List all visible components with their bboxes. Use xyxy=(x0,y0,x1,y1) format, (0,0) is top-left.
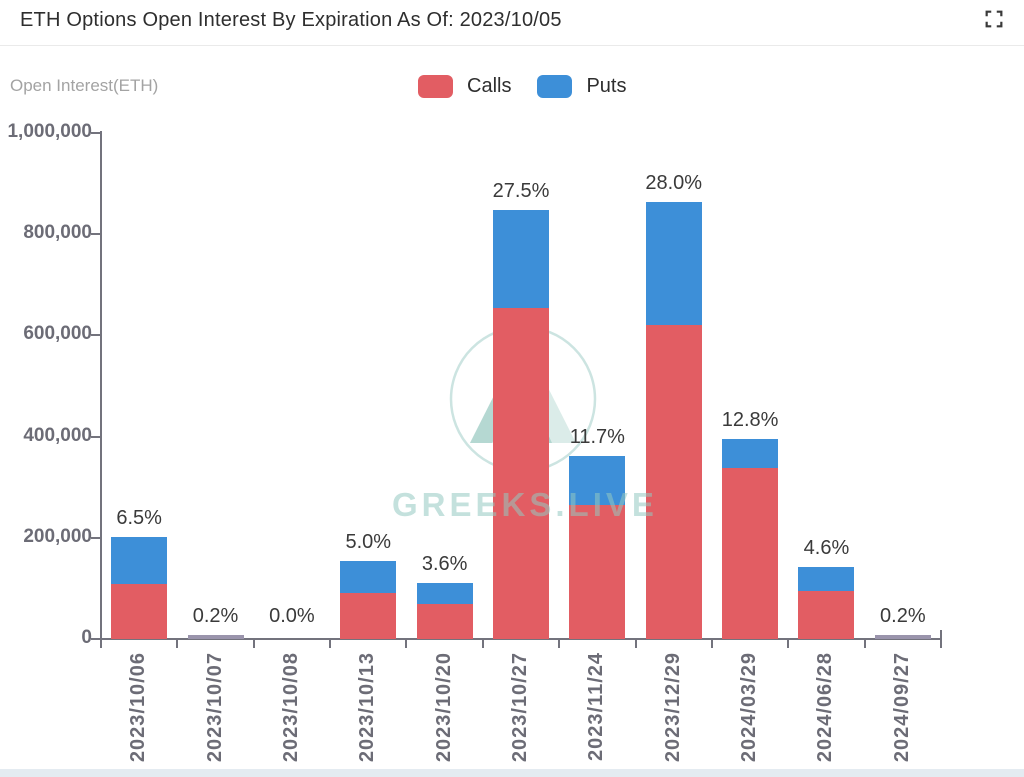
percent-label: 6.5% xyxy=(116,506,162,529)
x-axis-line xyxy=(100,638,942,640)
y-axis-label: 600,000 xyxy=(23,323,92,345)
x-tick xyxy=(558,639,561,648)
calls-bar-segment[interactable] xyxy=(722,468,779,639)
x-axis-label: 2023/10/07 xyxy=(203,652,226,763)
percent-label: 12.8% xyxy=(721,409,779,432)
x-tick xyxy=(252,639,255,648)
x-tick xyxy=(405,639,408,648)
x-axis-label: 2023/10/27 xyxy=(509,652,531,763)
legend-item-puts[interactable]: Puts xyxy=(537,75,626,98)
percent-label: 0.2% xyxy=(192,605,239,627)
y-axis-title: Open Interest(ETH) xyxy=(10,76,159,95)
widget-header: ETH Options Open Interest By Expiration … xyxy=(0,0,1024,46)
calls-bar-segment[interactable] xyxy=(340,592,397,639)
fullscreen-button[interactable] xyxy=(982,8,1006,32)
percent-label: 5.0% xyxy=(345,531,392,554)
y-tick xyxy=(91,334,100,337)
y-axis-line xyxy=(100,131,102,639)
percent-label: 3.6% xyxy=(421,552,468,575)
x-axis-label: 2023/10/08 xyxy=(279,652,302,763)
x-axis-label: 2024/06/28 xyxy=(814,652,837,763)
x-axis-label: 2023/11/24 xyxy=(585,652,608,761)
x-axis-label: 2023/12/29 xyxy=(661,652,684,763)
puts-bar-segment[interactable] xyxy=(111,536,168,585)
puts-bar-segment[interactable] xyxy=(569,455,626,505)
x-tick xyxy=(634,639,637,648)
y-tick xyxy=(91,536,100,539)
tiny-bar-segment[interactable] xyxy=(187,635,244,639)
bottom-scrollbar-strip xyxy=(0,769,1024,777)
legend-item-calls[interactable]: Calls xyxy=(418,75,511,98)
percent-label: 0.2% xyxy=(880,605,926,627)
x-tick xyxy=(329,639,332,648)
puts-bar-segment[interactable] xyxy=(340,561,397,593)
y-axis-label: 400,000 xyxy=(23,424,92,446)
calls-color-swatch xyxy=(418,75,453,98)
puts-color-swatch xyxy=(537,75,573,98)
percent-label: 27.5% xyxy=(492,179,550,202)
calls-bar-segment[interactable] xyxy=(416,603,473,639)
x-tick xyxy=(710,639,713,648)
calls-bar-segment[interactable] xyxy=(111,584,168,639)
calls-bar-segment[interactable] xyxy=(569,504,626,639)
y-tick xyxy=(91,233,100,236)
x-axis-label: 2023/10/20 xyxy=(432,652,455,763)
legend-label-puts: Puts xyxy=(586,75,627,97)
y-tick xyxy=(91,435,100,438)
y-axis-label: 200,000 xyxy=(23,525,92,547)
x-axis-label: 2023/10/06 xyxy=(127,652,150,763)
x-tick xyxy=(481,639,484,648)
puts-bar-segment[interactable] xyxy=(798,567,855,591)
y-axis-label: 800,000 xyxy=(23,222,92,244)
x-tick xyxy=(863,639,866,648)
calls-bar-segment[interactable] xyxy=(645,325,702,639)
x-tick xyxy=(176,639,179,648)
y-tick xyxy=(91,638,100,640)
percent-label: 11.7% xyxy=(569,425,625,448)
calls-bar-segment[interactable] xyxy=(798,590,855,639)
legend-label-calls: Calls xyxy=(467,75,512,97)
puts-bar-segment[interactable] xyxy=(722,439,779,469)
fullscreen-expand-icon xyxy=(983,10,1005,33)
page-title: ETH Options Open Interest By Expiration … xyxy=(20,9,562,31)
puts-bar-segment[interactable] xyxy=(645,201,702,326)
x-axis-end-hook xyxy=(940,630,942,638)
calls-bar-segment[interactable] xyxy=(493,307,549,639)
percent-label: 0.0% xyxy=(269,605,315,627)
chart-legend: Calls Puts xyxy=(418,75,626,98)
puts-bar-segment[interactable] xyxy=(416,582,473,604)
puts-bar-segment[interactable] xyxy=(493,209,549,308)
y-tick xyxy=(91,132,100,134)
x-axis-label: 2024/03/29 xyxy=(738,652,761,763)
percent-label: 28.0% xyxy=(645,171,703,194)
x-tick xyxy=(787,639,790,648)
y-axis-label: 0 xyxy=(81,627,92,648)
x-axis-label: 2024/09/27 xyxy=(890,652,913,763)
percent-label: 4.6% xyxy=(803,537,850,560)
x-tick xyxy=(940,639,942,648)
x-tick xyxy=(100,639,102,648)
tiny-bar-segment[interactable] xyxy=(874,635,931,639)
y-axis-label: 1,000,000 xyxy=(7,121,92,142)
x-axis-label: 2023/10/13 xyxy=(356,652,379,763)
